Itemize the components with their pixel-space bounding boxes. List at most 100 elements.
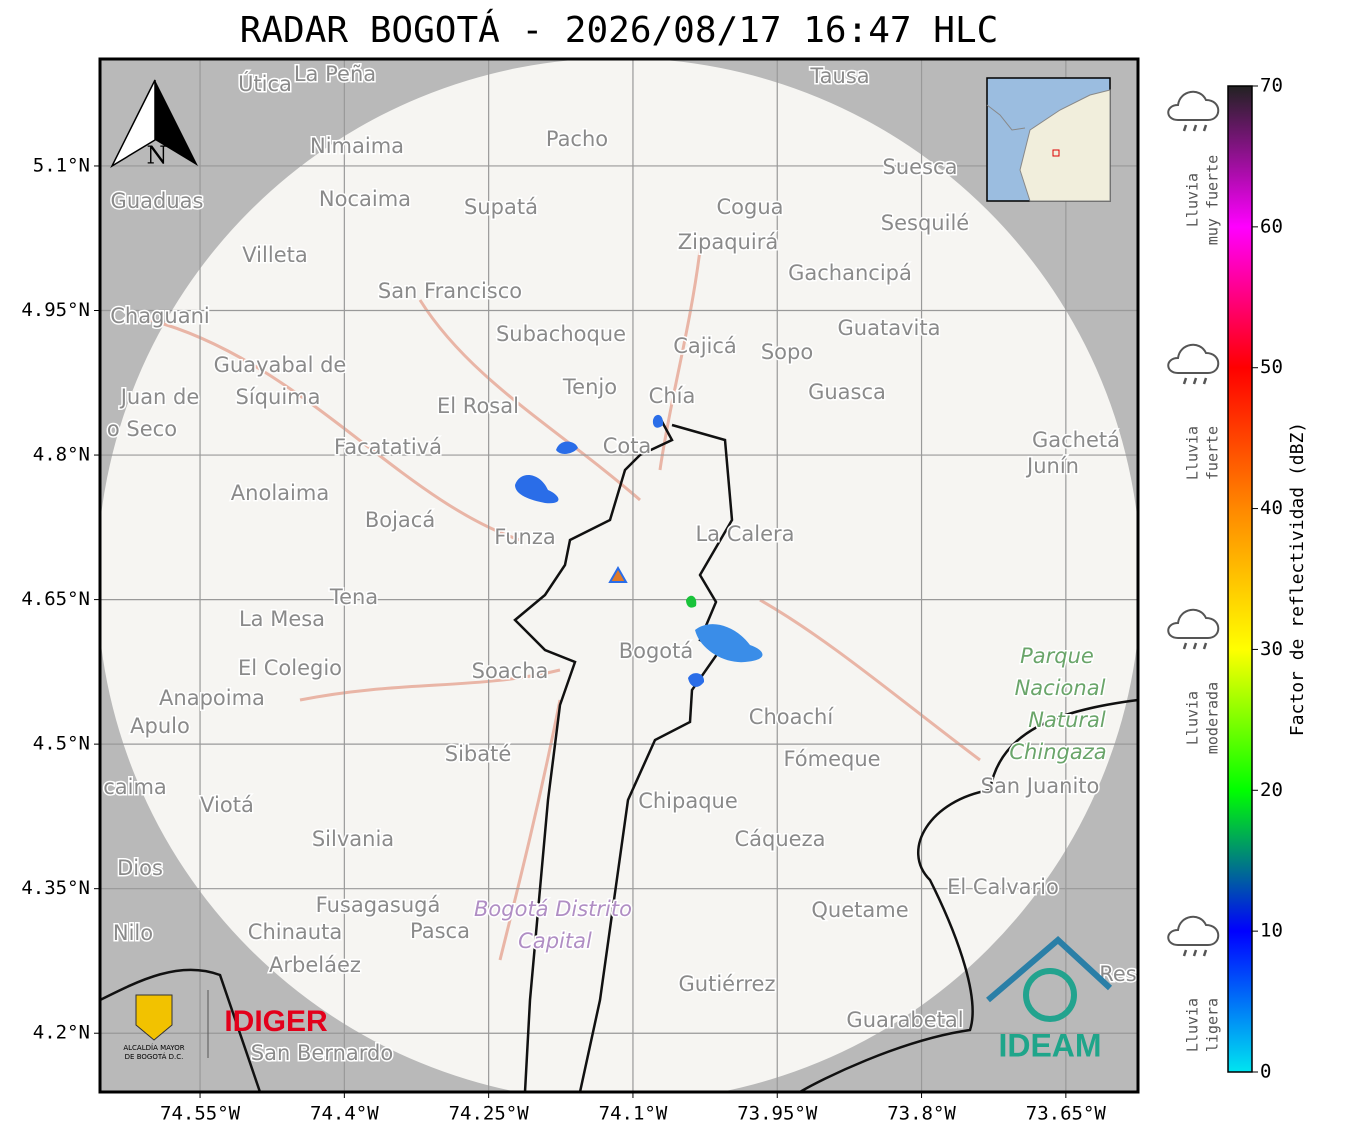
roads bbox=[149, 249, 981, 961]
place-label: Gachetá bbox=[1032, 428, 1120, 452]
district-border bbox=[513, 417, 674, 1092]
place-label: Choachí bbox=[749, 705, 835, 729]
place-label: Tena bbox=[329, 585, 378, 609]
colorbar bbox=[1227, 85, 1253, 1073]
place-label: Síquima bbox=[236, 385, 321, 409]
place-label: Subachoque bbox=[496, 322, 626, 346]
x-tick-label: 73.95°W bbox=[737, 1103, 818, 1125]
rain-icon bbox=[1167, 608, 1220, 639]
colorbar-tick-label: 60 bbox=[1260, 215, 1283, 237]
place-label: Chipaque bbox=[638, 789, 738, 813]
ideam-roof bbox=[986, 935, 1113, 1003]
place-label: Funza bbox=[494, 525, 555, 549]
place-label: Cáqueza bbox=[735, 827, 826, 851]
place-label: caima bbox=[103, 775, 167, 799]
place-label: Gutiérrez bbox=[679, 972, 776, 996]
place-label: Bogotá Distrito bbox=[474, 897, 632, 921]
place-label: Nocaima bbox=[319, 187, 411, 211]
echo bbox=[652, 414, 664, 428]
rain-drops bbox=[1182, 642, 1208, 650]
x-tick-label: 74.1°W bbox=[599, 1103, 668, 1125]
place-label: Natural bbox=[1028, 708, 1106, 732]
place-label: Nimaima bbox=[310, 134, 404, 158]
colorbar-label: Factor de reflectividad (dBZ) bbox=[1287, 422, 1308, 736]
radar-echoes bbox=[515, 414, 763, 687]
inset-land bbox=[986, 104, 1026, 131]
place-label: Chinauta bbox=[248, 920, 342, 944]
place-label: Tenjo bbox=[562, 375, 617, 399]
place-label: Capital bbox=[518, 929, 592, 953]
colorbar-tick-label: 30 bbox=[1260, 638, 1283, 660]
place-label: San Bernardo bbox=[251, 1041, 393, 1065]
department-border bbox=[100, 698, 1138, 1092]
place-label: Guarabetal bbox=[846, 1008, 963, 1032]
rain-level-label: moderada bbox=[1204, 682, 1222, 754]
north-arrow: N bbox=[110, 79, 198, 170]
idiger-logo: IDIGER bbox=[224, 1005, 328, 1038]
place-label: Guaduas bbox=[111, 189, 204, 213]
alcaldia-text: ALCALDÍA MAYOR bbox=[123, 1043, 184, 1052]
place-label: Cogua bbox=[716, 195, 783, 219]
x-tick-label: 74.25°W bbox=[449, 1103, 530, 1125]
inset-marker bbox=[1052, 149, 1060, 157]
x-tick-label: 74.55°W bbox=[160, 1103, 241, 1125]
x-tick-label: 73.65°W bbox=[1026, 1103, 1107, 1125]
place-label: Útica bbox=[238, 71, 292, 96]
colorbar-tick-label: 20 bbox=[1260, 779, 1283, 801]
x-tick-label: 73.8°W bbox=[887, 1103, 956, 1125]
place-label: Sibaté bbox=[445, 742, 512, 766]
place-label: Apulo bbox=[130, 714, 190, 738]
inset-map bbox=[986, 77, 1111, 202]
y-tick-label: 4.5°N bbox=[33, 733, 90, 755]
place-label: Quetame bbox=[811, 898, 908, 922]
axes: 74.55°W 74.4°W 74.25°W 74.1°W 73.95°W 73.8°W 7… bbox=[21, 75, 1283, 1125]
colorbar-tick-label: 40 bbox=[1260, 497, 1283, 519]
y-tick-label: 4.2°N bbox=[33, 1022, 90, 1044]
place-label: Anapoima bbox=[159, 686, 265, 710]
place-label: Juan de bbox=[119, 385, 200, 409]
place-label: Guatavita bbox=[838, 316, 941, 340]
place-label: Cajicá bbox=[673, 334, 737, 358]
place-label: Viotá bbox=[200, 793, 254, 817]
y-tick-label: 4.8°N bbox=[33, 444, 90, 466]
colorbar-tick-label: 10 bbox=[1260, 920, 1283, 942]
rain-level-label: Lluvia bbox=[1184, 426, 1202, 480]
rain-level-label: fuerte bbox=[1204, 426, 1222, 480]
radar-site bbox=[608, 565, 628, 583]
rain-icon bbox=[1167, 915, 1220, 946]
rain-level-label: Lluvia bbox=[1184, 173, 1202, 227]
y-tick-label: 4.65°N bbox=[21, 588, 90, 610]
colorbar-tick-label: 0 bbox=[1260, 1061, 1271, 1083]
place-label: o Seco bbox=[107, 417, 177, 441]
place-label: Nacional bbox=[1015, 676, 1106, 700]
y-tick-label: 4.95°N bbox=[21, 299, 90, 321]
rain-level-label: muy fuerte bbox=[1204, 155, 1222, 245]
place-label: Nilo bbox=[113, 921, 153, 945]
place-label: La Calera bbox=[695, 522, 794, 546]
place-label: Bogotá bbox=[619, 639, 694, 663]
north-arrow-right bbox=[155, 80, 198, 166]
echo bbox=[686, 595, 697, 608]
place-label: Guayabal de bbox=[214, 353, 347, 377]
place-label: El Rosal bbox=[437, 394, 519, 418]
colorbar-tick-label: 70 bbox=[1260, 75, 1283, 97]
alcaldia-text: DE BOGOTÁ D.C. bbox=[125, 1052, 184, 1061]
place-label: Fusagasugá bbox=[316, 893, 441, 917]
rain-level-label: Lluvia bbox=[1184, 691, 1202, 745]
place-label: Parque bbox=[1020, 644, 1094, 668]
place-label: La Mesa bbox=[239, 607, 325, 631]
alcaldia-shield bbox=[135, 994, 173, 1041]
rain-icon bbox=[1167, 343, 1220, 374]
colorbar-tick-label: 50 bbox=[1260, 356, 1283, 378]
place-labels: Útica La Peña Tausa Pacho Nimaima Guaduas Noca… bbox=[102, 61, 1138, 1067]
rain-icon bbox=[1167, 90, 1220, 121]
ideam-swirl bbox=[1023, 968, 1077, 1022]
place-label: La Peña bbox=[294, 62, 376, 86]
place-label: Arbeláez bbox=[269, 953, 361, 977]
place-label: Junín bbox=[1025, 454, 1079, 478]
place-label: El Colegio bbox=[238, 656, 342, 680]
y-tick-label: 5.1°N bbox=[33, 154, 90, 176]
map-frame bbox=[98, 57, 1140, 1094]
